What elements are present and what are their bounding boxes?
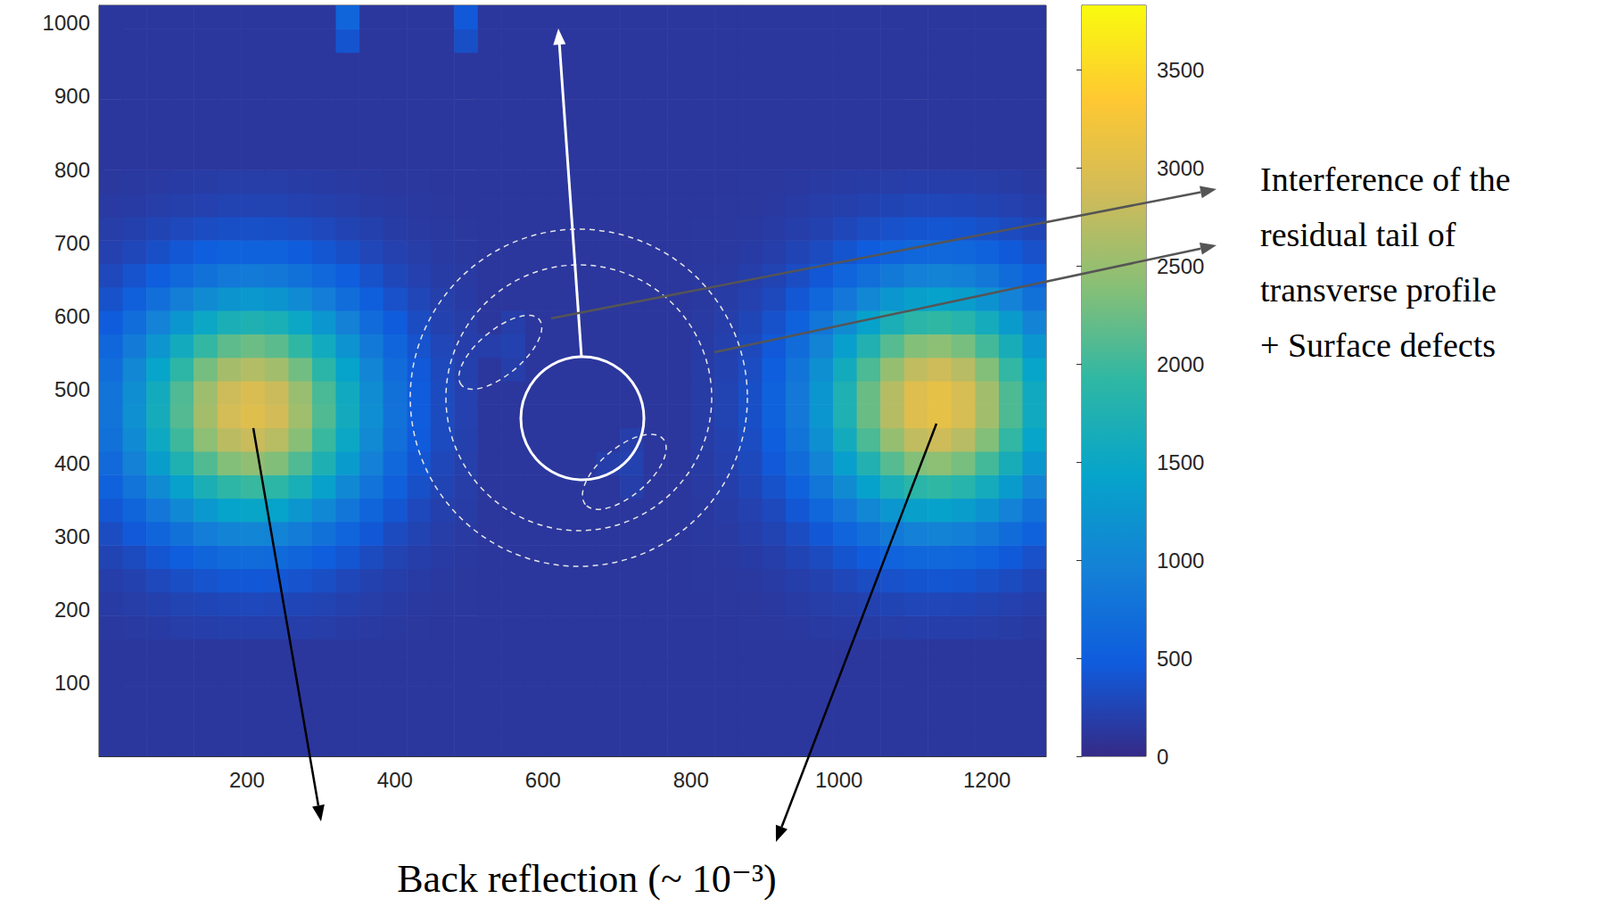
svg-text:200: 200 [54,597,91,622]
svg-text:500: 500 [54,377,91,402]
svg-text:100: 100 [54,670,91,695]
svg-text:500: 500 [1156,646,1193,671]
svg-text:800: 800 [673,767,710,792]
svg-text:2000: 2000 [1156,352,1205,377]
svg-text:800: 800 [54,157,91,182]
svg-text:1000: 1000 [815,767,863,792]
svg-text:300: 300 [54,524,91,549]
svg-text:Interference of the: Interference of the [1260,160,1511,198]
svg-text:700: 700 [54,230,91,256]
svg-text:200: 200 [229,767,265,792]
svg-text:3000: 3000 [1156,156,1205,181]
svg-text:600: 600 [525,767,561,792]
svg-text:2500: 2500 [1156,254,1205,279]
svg-text:1500: 1500 [1156,450,1205,475]
svg-text:900: 900 [54,83,91,108]
svg-text:+ Surface defects: + Surface defects [1260,326,1496,364]
svg-text:1200: 1200 [963,767,1011,792]
svg-text:400: 400 [54,451,91,476]
svg-text:0: 0 [1156,744,1169,769]
svg-text:600: 600 [54,304,91,329]
svg-text:3500: 3500 [1156,57,1205,83]
svg-text:residual tail of: residual tail of [1260,215,1457,254]
svg-text:1000: 1000 [1156,548,1205,573]
svg-text:400: 400 [377,767,413,792]
svg-text:Back reflection (~ 10⁻³): Back reflection (~ 10⁻³) [396,857,777,901]
svg-text:transverse profile: transverse profile [1260,271,1497,309]
svg-text:1000: 1000 [42,10,91,35]
